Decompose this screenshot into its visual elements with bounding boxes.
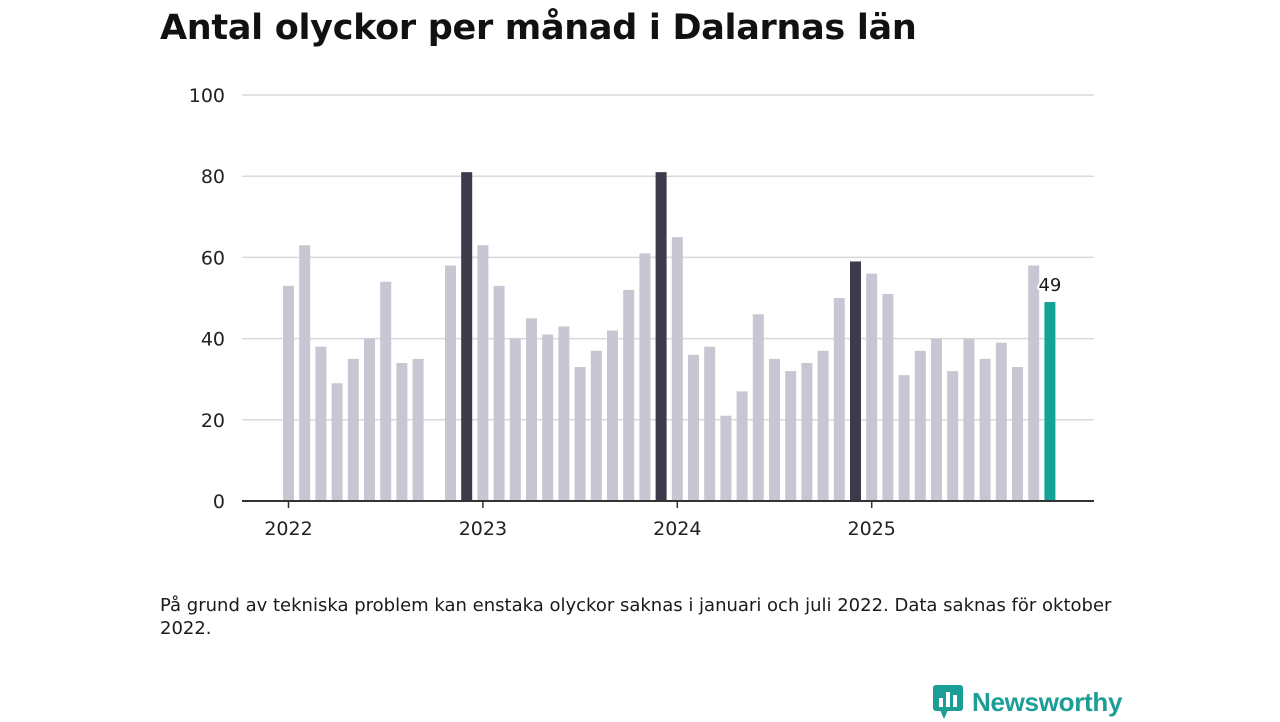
bar-2024-04 <box>720 415 732 501</box>
bar-2023-03 <box>509 338 521 501</box>
y-tick-label: 40 <box>201 329 225 351</box>
y-tick-label: 60 <box>201 247 225 269</box>
bar-2024-02 <box>688 354 699 501</box>
bar-2025-10 <box>1012 367 1023 501</box>
x-tick-label: 2024 <box>653 518 701 540</box>
chart-title: Antal olyckor per månad i Dalarnas län <box>160 8 917 48</box>
bar-2024-01 <box>671 237 683 501</box>
bar-2025-09 <box>995 342 1007 501</box>
bar-2025-06 <box>947 371 959 501</box>
bar-2024-11 <box>833 298 845 501</box>
brand-name: Newsworthy <box>972 686 1123 717</box>
bar-2022-09 <box>412 358 424 501</box>
x-tick-label: 2023 <box>459 518 507 540</box>
x-tick-label: 2022 <box>264 518 312 540</box>
bar-2024-10 <box>817 350 829 501</box>
bar-2025-01 <box>866 273 878 501</box>
bar-2022-12 <box>461 172 473 501</box>
y-tick-label: 20 <box>201 410 225 432</box>
bar-2022-11 <box>445 265 456 501</box>
bar-2025-04 <box>914 350 926 501</box>
bar-2022-06 <box>364 338 375 501</box>
bar-2023-05 <box>542 334 554 501</box>
bar-2025-02 <box>882 293 894 501</box>
latest-value-label: 49 <box>1038 275 1061 296</box>
bar-chart: 0 20 40 60 80 100 2022 2023 2024 2025 49 <box>189 85 1094 540</box>
bar-2022-07 <box>380 281 392 501</box>
bar-2022-05 <box>347 358 359 501</box>
bar-2024-09 <box>801 362 813 501</box>
bar-2025-11 <box>1028 265 1040 501</box>
bar-2025-03 <box>898 375 910 501</box>
x-tick-label: 2025 <box>848 518 896 540</box>
bar-2025-08 <box>979 358 991 501</box>
bar-2022-02 <box>299 245 311 501</box>
bar-2022-04 <box>331 383 343 501</box>
bar-2022-01 <box>283 285 294 501</box>
y-tick-label: 80 <box>201 166 225 188</box>
bar-2024-06 <box>752 314 764 501</box>
bar-2023-01 <box>477 245 489 501</box>
y-tick-label: 100 <box>189 85 225 107</box>
bar-2023-10 <box>623 289 635 501</box>
bar-2023-11 <box>639 253 651 501</box>
bar-2023-02 <box>493 285 505 501</box>
bar-2025-07 <box>963 338 975 501</box>
bar-2022-08 <box>396 362 408 501</box>
bar-2025-05 <box>931 338 942 501</box>
bar-2023-08 <box>590 350 602 501</box>
bar-2024-12 <box>850 261 861 501</box>
newsworthy-logo[interactable]: Newsworthy <box>932 682 1122 722</box>
bar-2024-08 <box>785 371 797 501</box>
bar-2024-07 <box>769 358 780 501</box>
bar-2022-03 <box>315 346 327 501</box>
bar-2023-07 <box>574 367 586 501</box>
bar-2023-09 <box>607 330 618 501</box>
bar-2024-03 <box>704 346 716 501</box>
bar-2023-06 <box>558 326 570 501</box>
bar-2024-05 <box>736 391 748 501</box>
bar-2025-12 <box>1044 302 1056 501</box>
footnote: På grund av tekniska problem kan enstaka… <box>160 595 1112 639</box>
y-tick-label: 0 <box>213 491 225 513</box>
newsworthy-logo-icon <box>933 685 963 719</box>
bar-2023-12 <box>655 172 667 501</box>
bar-2023-04 <box>526 318 537 501</box>
